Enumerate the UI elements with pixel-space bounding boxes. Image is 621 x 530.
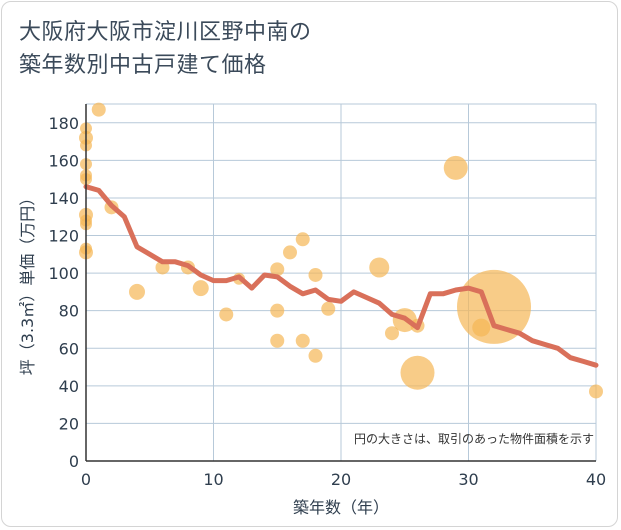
y-tick-100: 100	[48, 264, 79, 283]
data-point-24	[295, 333, 310, 348]
y-axis-label: 坪（3.3㎡）単価（万円）	[18, 190, 37, 375]
y-tick-140: 140	[48, 189, 79, 208]
x-tick-30: 30	[458, 470, 478, 489]
data-point-21	[270, 333, 285, 348]
data-point-36	[589, 384, 603, 399]
data-point-26	[308, 348, 323, 363]
y-tick-180: 180	[48, 114, 79, 133]
data-point-28	[369, 257, 390, 278]
axes	[85, 104, 596, 462]
x-axis-label: 築年数（年）	[293, 498, 389, 517]
data-point-22	[283, 245, 297, 260]
chart-title-line-2: 築年数別中古戸建て価格	[19, 53, 267, 78]
data-point-33	[443, 155, 468, 180]
data-point-16	[192, 280, 209, 297]
tick-labels: 0 20 40 60 80 100 120 140 160 180 0 10 20 30 40	[48, 114, 606, 489]
data-point-27	[321, 301, 336, 316]
y-tick-80: 80	[59, 302, 79, 321]
data-point-17	[219, 307, 234, 322]
data-point-13	[129, 283, 145, 300]
data-point-20	[270, 303, 285, 318]
grid-lines	[86, 103, 597, 461]
data-point-11	[91, 102, 106, 117]
y-tick-0: 0	[69, 452, 79, 471]
y-tick-160: 160	[48, 151, 79, 170]
y-tick-60: 60	[59, 339, 79, 358]
data-point-19	[270, 262, 285, 277]
chart-title: 大阪府大阪市淀川区野中南の 築年数別中古戸建て価格	[19, 16, 312, 82]
trend-line	[83, 184, 599, 368]
data-point-25	[308, 267, 323, 282]
trend-line-group	[83, 184, 599, 368]
y-tick-120: 120	[48, 227, 79, 246]
data-point-29	[385, 326, 399, 341]
size-legend-note: 円の大きさは、取引のあった物件面積を示す	[354, 431, 594, 446]
data-point-32	[400, 355, 435, 390]
x-tick-20: 20	[331, 470, 351, 489]
y-tick-20: 20	[59, 414, 79, 433]
y-tick-40: 40	[59, 377, 79, 396]
x-tick-10: 10	[203, 470, 223, 489]
data-point-23	[295, 232, 310, 247]
chart-title-line-1: 大阪府大阪市淀川区野中南の	[19, 20, 312, 45]
x-tick-40: 40	[586, 470, 606, 489]
x-tick-0: 0	[81, 470, 91, 489]
